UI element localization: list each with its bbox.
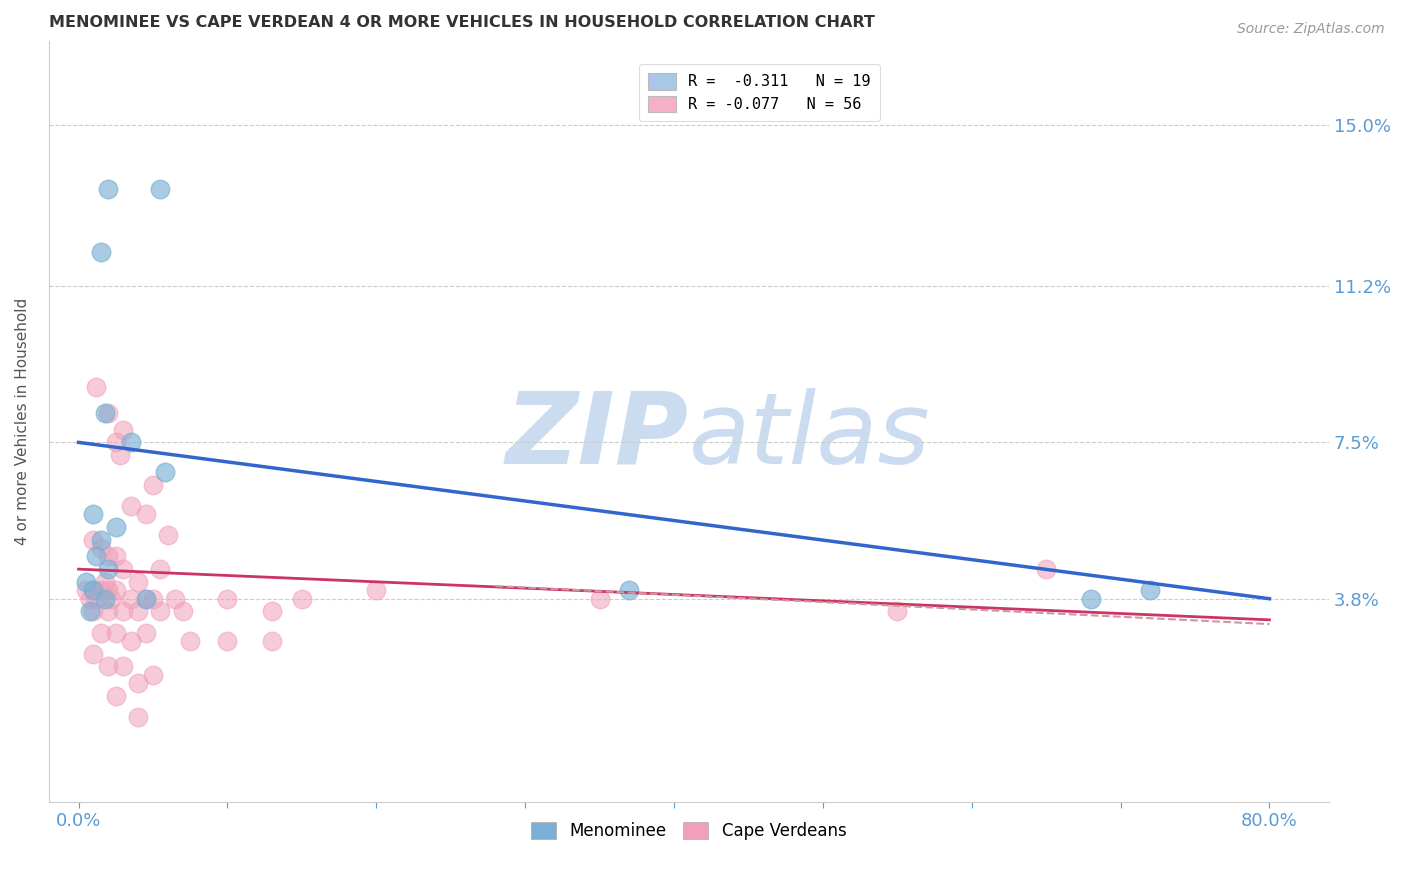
Point <box>120 435 142 450</box>
Text: MENOMINEE VS CAPE VERDEAN 4 OR MORE VEHICLES IN HOUSEHOLD CORRELATION CHART: MENOMINEE VS CAPE VERDEAN 4 OR MORE VEHI… <box>49 15 875 30</box>
Point <box>104 435 127 450</box>
Point <box>1035 562 1057 576</box>
Point <box>127 710 149 724</box>
Point <box>82 533 104 547</box>
Point <box>94 406 117 420</box>
Point <box>142 477 165 491</box>
Point <box>100 591 122 606</box>
Point <box>79 591 101 606</box>
Point <box>134 591 156 606</box>
Point <box>112 423 135 437</box>
Point <box>217 591 239 606</box>
Point <box>82 604 104 618</box>
Text: atlas: atlas <box>689 388 931 485</box>
Point <box>619 583 641 598</box>
Point <box>153 465 176 479</box>
Point <box>112 604 135 618</box>
Point <box>120 591 142 606</box>
Point <box>82 583 104 598</box>
Point <box>97 583 120 598</box>
Text: ZIP: ZIP <box>506 388 689 485</box>
Point <box>90 533 112 547</box>
Point <box>104 625 127 640</box>
Point <box>75 574 97 589</box>
Point <box>90 625 112 640</box>
Point <box>97 549 120 564</box>
Point <box>134 625 156 640</box>
Point <box>104 520 127 534</box>
Point <box>134 507 156 521</box>
Point <box>142 591 165 606</box>
Point <box>94 591 117 606</box>
Point <box>112 659 135 673</box>
Point <box>90 541 112 555</box>
Text: Source: ZipAtlas.com: Source: ZipAtlas.com <box>1237 22 1385 37</box>
Point <box>142 667 165 681</box>
Point <box>120 634 142 648</box>
Point <box>82 647 104 661</box>
Point <box>172 604 194 618</box>
Point <box>1080 591 1102 606</box>
Y-axis label: 4 or more Vehicles in Household: 4 or more Vehicles in Household <box>15 298 30 545</box>
Point <box>90 245 112 260</box>
Point <box>86 549 108 564</box>
Point <box>149 562 172 576</box>
Point <box>588 591 610 606</box>
Point <box>291 591 314 606</box>
Point <box>82 583 104 598</box>
Point <box>886 604 908 618</box>
Point <box>86 591 108 606</box>
Legend: Menominee, Cape Verdeans: Menominee, Cape Verdeans <box>524 815 853 847</box>
Point <box>97 562 120 576</box>
Point <box>260 604 283 618</box>
Point <box>149 182 172 196</box>
Point <box>104 689 127 703</box>
Point <box>104 583 127 598</box>
Point <box>97 604 120 618</box>
Point <box>97 406 120 420</box>
Point <box>179 634 201 648</box>
Point <box>82 507 104 521</box>
Point <box>97 182 120 196</box>
Point <box>217 634 239 648</box>
Point <box>79 604 101 618</box>
Point <box>1139 583 1161 598</box>
Point <box>94 574 117 589</box>
Point <box>366 583 388 598</box>
Point <box>134 591 156 606</box>
Point <box>149 604 172 618</box>
Point <box>108 448 131 462</box>
Point <box>127 574 149 589</box>
Point <box>156 528 179 542</box>
Point <box>112 562 135 576</box>
Point <box>90 583 112 598</box>
Point <box>97 659 120 673</box>
Point <box>120 499 142 513</box>
Point <box>165 591 187 606</box>
Point <box>260 634 283 648</box>
Point <box>75 583 97 598</box>
Point <box>104 549 127 564</box>
Point <box>127 676 149 690</box>
Point <box>127 604 149 618</box>
Point <box>86 380 108 394</box>
